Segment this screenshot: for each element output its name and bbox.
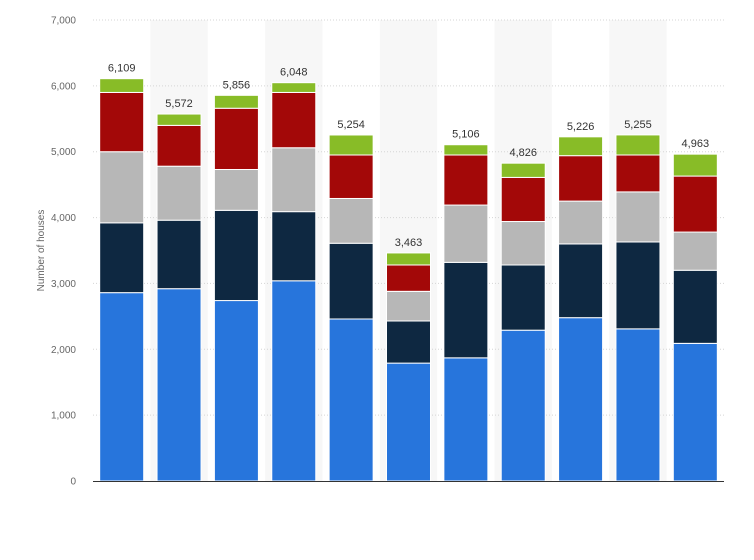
total-label: 5,856 [223,79,251,91]
bar-segment [156,124,202,167]
bar-segment [213,107,259,170]
bar-segment [558,155,604,202]
bar-segment [615,134,661,156]
total-label: 5,255 [624,119,652,131]
bar-segment [99,222,145,294]
bar-segment [615,328,661,482]
y-tick-label: 3,000 [51,279,76,290]
total-labels: 6,109 5,572 5,856 6,048 5,254 3,463 5,106 4,826… [108,63,709,249]
y-axis-title: Number of houses [36,210,47,292]
bar-segment [558,200,604,245]
bar-segment [615,191,661,243]
bar-segment [213,168,259,211]
bar-segment [386,264,431,292]
bar-segment [672,153,718,177]
bar-segment [328,318,374,482]
total-label: 5,226 [567,121,595,133]
bar-segment [328,197,374,244]
y-tick-label: 0 [70,477,76,488]
bar-segment [156,288,202,482]
total-label: 5,106 [452,129,480,141]
bar-segment [213,209,259,302]
bar-segment [156,165,202,221]
bar-segment [328,242,374,320]
bar-segment [500,162,546,178]
bar-segment [271,147,317,213]
y-tick-label: 6,000 [51,81,76,92]
bar-segment [271,211,317,282]
total-label: 5,254 [337,119,365,131]
bar-segment [443,204,489,263]
bar-segment [672,269,718,344]
total-label: 6,109 [108,63,136,75]
bar-segment [558,136,604,157]
bar-segment [672,231,718,271]
total-label: 3,463 [395,237,423,249]
bar-segment [500,264,546,331]
bar-segment [386,290,431,322]
y-axis-ticks: 0 1,000 2,000 3,000 4,000 5,000 6,000 7,000 [51,16,76,488]
y-tick-label: 7,000 [51,16,76,27]
bar-segment [443,154,489,206]
y-tick-label: 4,000 [51,213,76,224]
bar-segment [615,241,661,330]
bar-segment [615,154,661,193]
bar-segment [99,292,145,482]
bar-segment [558,317,604,482]
total-label: 4,826 [509,147,537,159]
y-tick-label: 5,000 [51,147,76,158]
bar-segment [328,154,374,199]
bar-segment [500,329,546,482]
bar-segment [271,280,317,482]
bar-segment [99,78,145,93]
bar-segment [156,113,202,126]
bar-segment [271,82,317,93]
bar-segment [558,243,604,319]
total-label: 4,963 [682,138,710,150]
bar-segment [500,176,546,223]
bar-segment [271,91,317,149]
bar-segment [443,144,489,156]
bar-segment [500,221,546,266]
bar-segment [328,134,374,156]
total-label: 5,572 [165,98,193,110]
bar-segment [99,91,145,153]
y-tick-label: 1,000 [51,411,76,422]
bar-segment [156,219,202,290]
bar-segment [386,362,431,482]
bars [99,78,718,482]
bar-segment [672,342,718,482]
total-label: 6,048 [280,67,308,79]
bar-segment [99,151,145,224]
bar-segment [213,300,259,482]
bar-segment [386,320,431,364]
bar-segment [443,357,489,482]
bar-segment [672,175,718,233]
bar-segment [443,261,489,359]
bar-segment [386,252,431,266]
y-tick-label: 2,000 [51,345,76,356]
bar-segment [213,94,259,109]
